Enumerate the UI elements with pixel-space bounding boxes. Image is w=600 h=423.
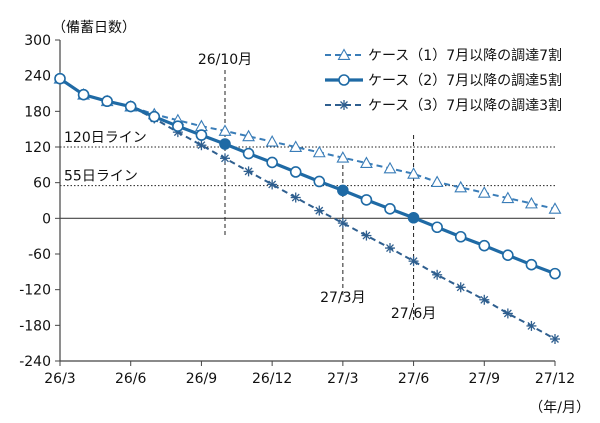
- data-point: [385, 243, 395, 254]
- data-point: [219, 138, 231, 150]
- annotations: 26/10月 27/3月 27/6月: [198, 52, 436, 322]
- data-point: [338, 74, 350, 86]
- series-line: [59, 77, 556, 276]
- y-axis-title: （備蓄日数）: [52, 20, 136, 36]
- x-tick-label: 27/3: [327, 371, 358, 387]
- data-point: [218, 124, 232, 136]
- data-point: [384, 203, 396, 215]
- data-point: [526, 320, 537, 331]
- data-point: [431, 221, 443, 234]
- annotation-label: 26/10月: [198, 52, 252, 68]
- data-point: [336, 151, 350, 163]
- legend-entry-case-3: ケース（3）7月以降の調達3割: [325, 97, 562, 114]
- data-point: [101, 95, 113, 108]
- data-point: [339, 100, 349, 110]
- data-point: [549, 267, 561, 280]
- x-tick-label: 27/9: [469, 371, 500, 387]
- y-tick-label: -120: [19, 283, 51, 299]
- data-point: [359, 156, 373, 168]
- data-point: [454, 230, 467, 243]
- data-point: [548, 202, 562, 214]
- x-tick-label: 26/3: [44, 371, 75, 387]
- data-point: [54, 72, 66, 85]
- data-point: [243, 166, 254, 177]
- data-point: [337, 48, 351, 60]
- data-point: [478, 239, 491, 252]
- legend: ケース（1）7月以降の調達7割ケース（2）7月以降の調達5割ケース（3）7月以降…: [325, 47, 562, 114]
- data-point: [337, 218, 348, 229]
- data-point: [314, 205, 325, 216]
- y-tick-label: 180: [24, 104, 51, 120]
- data-point: [432, 269, 443, 280]
- data-point: [454, 180, 468, 193]
- data-point: [502, 308, 513, 319]
- data-point: [194, 119, 208, 132]
- data-point: [361, 230, 372, 241]
- y-tick-label: 300: [24, 33, 51, 49]
- annotation-label: 27/6月: [391, 306, 436, 322]
- data-point: [195, 129, 208, 141]
- legend-label: ケース（3）7月以降の調達3割: [368, 97, 562, 114]
- data-point: [408, 256, 419, 267]
- x-tick-label: 27/6: [398, 371, 430, 387]
- series-case-2: [54, 72, 561, 280]
- y-tick-label: -240: [19, 354, 51, 370]
- data-point: [148, 110, 161, 123]
- data-point: [220, 153, 230, 164]
- legend-entry-case-1: ケース（1）7月以降の調達7割: [325, 47, 562, 64]
- y-tick-label: 120: [24, 140, 51, 156]
- data-point: [479, 294, 490, 305]
- reference-lines: 120日ライン 55日ライン: [60, 130, 555, 187]
- data-point: [477, 186, 491, 198]
- y-tick-label: 60: [33, 176, 51, 192]
- x-tick-label: 26/9: [186, 371, 217, 387]
- data-point: [124, 100, 137, 113]
- data-point: [360, 194, 373, 206]
- legend-entry-case-2: ケース（2）7月以降の調達5割: [325, 72, 562, 89]
- x-tick-label: 26/12: [252, 371, 292, 387]
- data-point: [172, 120, 184, 132]
- data-point: [407, 211, 420, 224]
- data-point: [550, 334, 560, 345]
- x-tick-label: 26/6: [115, 371, 147, 387]
- data-point: [383, 161, 397, 174]
- data-point: [289, 166, 302, 178]
- legend-label: ケース（2）7月以降の調達5割: [368, 72, 562, 89]
- data-point: [77, 88, 90, 101]
- y-tick-label: -60: [28, 247, 51, 263]
- data-point: [242, 129, 256, 142]
- data-point: [524, 196, 538, 209]
- data-point: [242, 147, 255, 160]
- legend-label: ケース（1）7月以降の調達7割: [368, 47, 562, 64]
- data-point: [407, 167, 421, 179]
- data-point: [525, 258, 538, 271]
- data-point: [313, 175, 326, 188]
- reference-line-label: 55日ライン: [64, 169, 138, 185]
- y-tick-label: -180: [19, 318, 51, 334]
- annotation-label: 27/3月: [320, 290, 365, 306]
- x-axis-title: （年/月）: [529, 400, 590, 416]
- y-tick-label: 240: [24, 69, 51, 85]
- reference-line-label: 120日ライン: [64, 130, 147, 146]
- data-point: [455, 282, 466, 293]
- data-point: [501, 191, 515, 204]
- data-point: [266, 156, 278, 169]
- x-tick-label: 27/12: [535, 371, 575, 387]
- y-tick-label: 0: [42, 211, 51, 227]
- data-point: [289, 140, 303, 152]
- data-point: [502, 249, 514, 261]
- data-point: [265, 135, 279, 147]
- data-point: [430, 175, 444, 188]
- data-point: [337, 184, 349, 197]
- data-point: [196, 140, 207, 151]
- data-point: [312, 145, 326, 158]
- data-point: [290, 192, 301, 203]
- series-case-3: [55, 73, 560, 345]
- data-point: [267, 179, 278, 190]
- series-group: [53, 72, 562, 345]
